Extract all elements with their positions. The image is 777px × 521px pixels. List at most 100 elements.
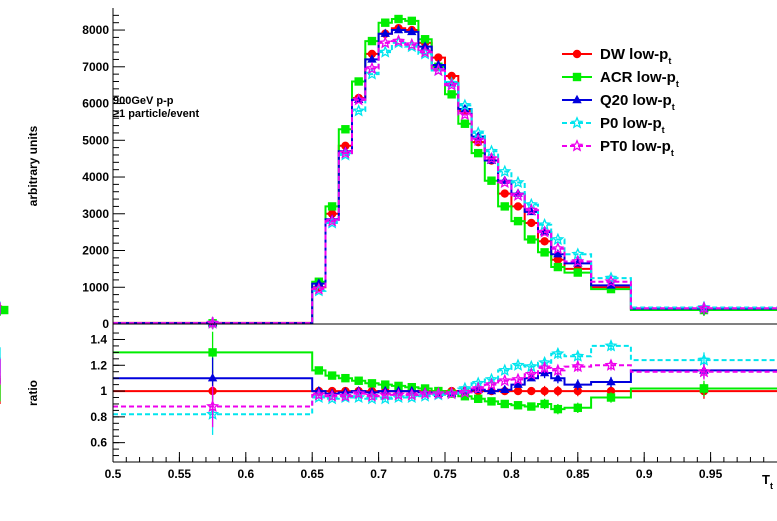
ratio-point	[551, 346, 565, 360]
data-point	[553, 248, 563, 258]
ratio-point	[606, 393, 616, 402]
data-point	[380, 28, 390, 37]
data-point	[378, 45, 392, 58]
legend-marker	[572, 49, 582, 59]
data-point	[460, 119, 470, 128]
ratio-point	[471, 381, 485, 395]
data-point	[352, 104, 366, 117]
ratio-point	[405, 388, 419, 401]
legend-marker	[570, 116, 584, 129]
data-point	[407, 26, 417, 36]
ratio-y-tick-label: 1.4	[90, 332, 107, 346]
ratio-point	[573, 379, 583, 388]
ratio-point	[553, 404, 563, 414]
data-point	[498, 175, 512, 189]
annotation-selection: ≥1 particle/event	[113, 108, 199, 120]
data-point	[407, 16, 416, 26]
upper-y-tick-label: 3000	[82, 207, 109, 221]
ratio-y-axis-title: ratio	[26, 380, 40, 406]
data-point	[354, 77, 363, 86]
data-point	[527, 218, 536, 228]
ratio-point	[553, 372, 563, 382]
x-tick-label: 0.7	[370, 467, 387, 481]
ratio-point	[498, 373, 512, 387]
data-point	[327, 209, 337, 218]
legend-entry: Q20 low-pt	[562, 92, 675, 112]
ratio-line	[113, 369, 777, 395]
data-point	[513, 202, 523, 211]
ratio-point	[524, 367, 538, 380]
data-point	[341, 141, 350, 150]
upper-y-axis-title: arbitrary units	[26, 125, 40, 206]
ratio-point	[354, 376, 363, 385]
data-point	[325, 214, 339, 227]
legend-label: P0 low-pt	[600, 115, 665, 135]
data-point	[394, 14, 403, 24]
upper-y-tick-label: 4000	[82, 170, 109, 184]
data-point	[606, 284, 616, 294]
ratio-point	[604, 339, 618, 352]
ratio-point	[445, 386, 459, 400]
x-tick-label: 0.65	[301, 467, 325, 481]
ratio-point	[367, 379, 377, 388]
data-point	[381, 18, 390, 27]
ratio-point	[431, 386, 445, 400]
ratio-y-tick-label: 1	[100, 384, 107, 398]
data-point	[551, 232, 565, 246]
ratio-point	[484, 372, 499, 386]
ratio-point	[338, 389, 352, 402]
legend: DW low-pt ACR low-pt Q20 low-pt P0 low-pt PT…	[562, 46, 679, 158]
ratio-point	[553, 386, 563, 396]
legend-label: PT0 low-pt	[600, 138, 674, 158]
data-point	[573, 268, 582, 277]
ratio-point	[571, 359, 585, 373]
x-tick-label: 0.75	[433, 467, 457, 481]
data-point	[338, 146, 352, 159]
data-point	[524, 203, 538, 216]
ratio-point	[458, 385, 472, 398]
ratio-point	[486, 385, 497, 395]
series-line	[113, 41, 777, 325]
ratio-point	[571, 349, 585, 362]
ratio-point	[352, 386, 366, 400]
data-point	[393, 24, 404, 34]
data-point	[367, 54, 377, 63]
annotation-energy: 900GeV p-p	[113, 95, 174, 107]
ratio-point	[551, 363, 565, 376]
data-point	[604, 271, 618, 284]
ratio-point	[312, 387, 326, 401]
ratio-point	[540, 399, 549, 409]
legend-marker	[570, 139, 584, 152]
upper-y-tick-label: 2000	[82, 244, 109, 258]
legend-marker	[572, 72, 582, 82]
legend-entry: DW low-pt	[562, 46, 671, 66]
data-point	[551, 241, 565, 255]
ratio-point	[606, 386, 616, 396]
legend-label: DW low-pt	[600, 46, 671, 66]
ratio-y-tick-label: 0.6	[90, 436, 107, 450]
legend-entry: PT0 low-pt	[562, 138, 674, 158]
data-point	[418, 45, 432, 58]
data-point	[420, 35, 430, 44]
ratio-point	[460, 392, 470, 401]
ratio-point	[327, 371, 337, 380]
data-point	[447, 71, 456, 81]
ratio-point	[513, 379, 523, 388]
ratio-point	[206, 399, 220, 413]
ratio-point	[527, 402, 536, 411]
ratio-point	[697, 353, 711, 366]
x-tick-label: 0.5	[105, 467, 122, 481]
ratio-point	[392, 388, 406, 401]
ratio-series-pt0-low-p	[0, 358, 777, 428]
data-point	[405, 37, 419, 51]
ratio-point	[418, 386, 432, 400]
legend-entry: ACR low-pt	[562, 69, 679, 89]
data-point	[458, 107, 472, 121]
legend-label: Q20 low-pt	[600, 92, 675, 112]
data-point	[538, 225, 552, 238]
legend-entry: P0 low-pt	[562, 115, 665, 135]
x-tick-label: 0.55	[168, 467, 192, 481]
ratio-point	[498, 363, 512, 376]
upper-y-tick-label: 0	[102, 317, 109, 331]
data-point	[341, 125, 350, 134]
